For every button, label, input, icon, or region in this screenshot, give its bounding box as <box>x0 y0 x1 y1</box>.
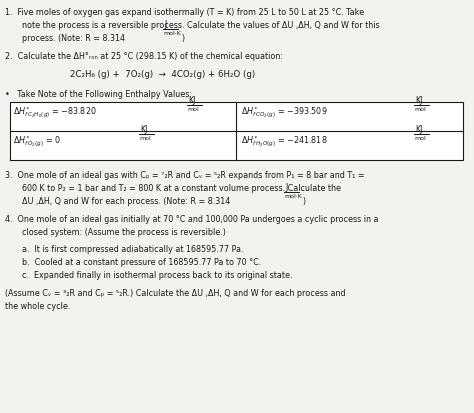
Text: 2C₂H₆ (g) +  7O₂(g)  →  4CO₂(g) + 6H₂O (g): 2C₂H₆ (g) + 7O₂(g) → 4CO₂(g) + 6H₂O (g) <box>70 70 255 79</box>
Text: KJ: KJ <box>140 125 147 134</box>
Text: $\Delta H^{\circ}_{f\,O_2(g)}$ = 0: $\Delta H^{\circ}_{f\,O_2(g)}$ = 0 <box>13 135 61 149</box>
Text: note the process is a reversible process. Calculate the values of ΔU ,ΔH, Q and : note the process is a reversible process… <box>22 21 380 30</box>
Text: mol·K: mol·K <box>284 194 302 199</box>
Text: ΔU ,ΔH, Q and W for each process. (Note: R = 8.314: ΔU ,ΔH, Q and W for each process. (Note:… <box>22 197 230 206</box>
Text: mol: mol <box>187 107 199 112</box>
Text: KJ: KJ <box>415 125 422 134</box>
Text: (Assume Cᵥ = ³₂R and Cₚ = ⁵₂R.) Calculate the ΔU ,ΔH, Q and W for each process a: (Assume Cᵥ = ³₂R and Cₚ = ⁵₂R.) Calculat… <box>5 288 346 297</box>
Text: b.  Cooled at a constant pressure of 168595.77 Pa to 70 °C.: b. Cooled at a constant pressure of 1685… <box>22 257 261 266</box>
Text: J: J <box>164 20 166 29</box>
Text: 2.  Calculate the ΔH°ᵣₓₙ at 25 °C (298.15 K) of the chemical equation:: 2. Calculate the ΔH°ᵣₓₙ at 25 °C (298.15… <box>5 52 283 61</box>
Text: $\Delta H^{\circ}_{f\,CO_2(g)}$ = −393.509: $\Delta H^{\circ}_{f\,CO_2(g)}$ = −393.5… <box>241 106 328 120</box>
Text: mol·K: mol·K <box>163 31 181 36</box>
Text: the whole cycle.: the whole cycle. <box>5 301 70 310</box>
Text: mol: mol <box>139 136 151 141</box>
Text: 4.  One mole of an ideal gas initially at 70 °C and 100,000 Pa undergoes a cycli: 4. One mole of an ideal gas initially at… <box>5 214 379 223</box>
Text: mol: mol <box>414 136 426 141</box>
Text: 3.  One mole of an ideal gas with Cₚ = ⁷₂R and Cᵥ = ⁵₂R expands from P₁ = 8 bar : 3. One mole of an ideal gas with Cₚ = ⁷₂… <box>5 171 365 180</box>
Text: $\Delta H^{\circ}_{f\,H_2O(g)}$ = −241.818: $\Delta H^{\circ}_{f\,H_2O(g)}$ = −241.8… <box>241 135 328 149</box>
Text: process. (Note: R = 8.314: process. (Note: R = 8.314 <box>22 34 125 43</box>
Text: ): ) <box>302 197 305 206</box>
Text: KJ: KJ <box>415 96 422 105</box>
Text: closed system: (Assume the process is reversible.): closed system: (Assume the process is re… <box>22 228 226 236</box>
Text: 600 K to P₂ = 1 bar and T₂ = 800 K at a constant volume process. Calculate the: 600 K to P₂ = 1 bar and T₂ = 800 K at a … <box>22 183 341 192</box>
Text: c.  Expanded finally in isothermal process back to its original state.: c. Expanded finally in isothermal proces… <box>22 271 292 279</box>
Text: •   Take Note of the Following Enthalpy Values:: • Take Note of the Following Enthalpy Va… <box>5 90 192 99</box>
Text: a.  It is first compressed adiabatically at 168595.77 Pa.: a. It is first compressed adiabatically … <box>22 244 244 254</box>
Text: mol: mol <box>414 107 426 112</box>
Text: ): ) <box>181 34 184 43</box>
Text: J: J <box>285 183 287 192</box>
Text: KJ: KJ <box>188 96 195 105</box>
Bar <box>10 103 463 161</box>
Text: $\Delta H^{\circ}_{f\,C_2H_6(g)}$ = −83.820: $\Delta H^{\circ}_{f\,C_2H_6(g)}$ = −83.… <box>13 106 97 120</box>
Text: 1.  Five moles of oxygen gas expand isothermally (T = K) from 25 L to 50 L at 25: 1. Five moles of oxygen gas expand isoth… <box>5 8 364 17</box>
